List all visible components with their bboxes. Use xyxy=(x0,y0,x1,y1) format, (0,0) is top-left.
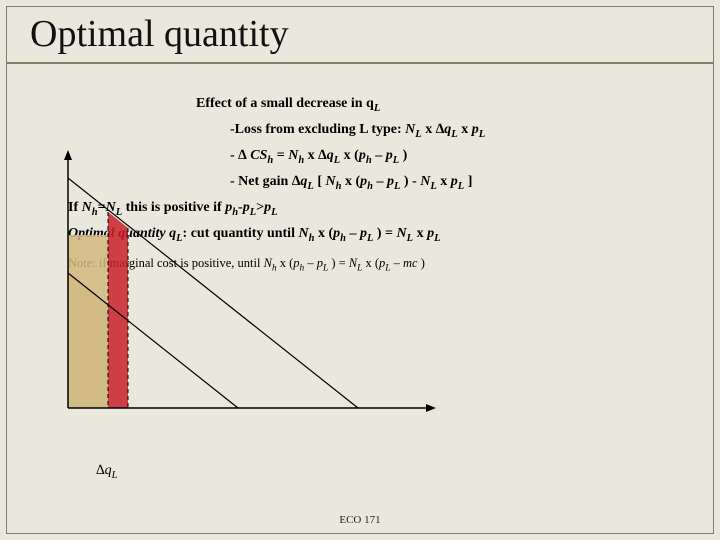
text: p xyxy=(472,122,479,137)
line-loss: -Loss from excluding L type: NL x ∆qL x … xyxy=(230,120,700,142)
line-effect: Effect of a small decrease in qL xyxy=(196,94,700,116)
text: p xyxy=(451,174,458,189)
text: ∆q xyxy=(436,122,452,137)
sub: L xyxy=(112,470,118,481)
sub: L xyxy=(479,129,485,140)
dq-label: ∆qL xyxy=(96,463,117,481)
footer: ECO 171 xyxy=(0,514,720,526)
text: N xyxy=(405,122,415,137)
sub: L xyxy=(374,103,380,114)
text: -Loss from excluding L type: xyxy=(230,122,405,137)
text: ∆q xyxy=(96,463,112,478)
text: ] xyxy=(464,174,472,189)
economics-chart xyxy=(48,148,448,428)
text: Effect of a small decrease in q xyxy=(196,96,374,111)
text: x xyxy=(422,122,436,137)
text: x xyxy=(458,122,472,137)
